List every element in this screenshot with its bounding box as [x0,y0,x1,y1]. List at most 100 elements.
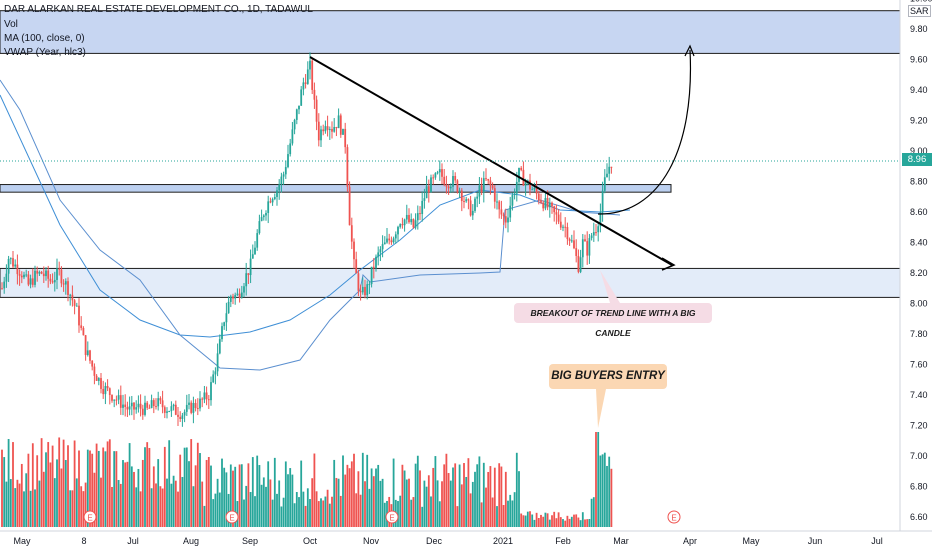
volume-bar [584,519,586,527]
candle-body [117,395,120,400]
volume-bar [31,443,34,527]
volume-bar [199,453,201,527]
candle-body [458,190,461,192]
volume-bar [155,483,157,527]
volume-bar [16,479,19,527]
volume-bar [14,488,17,527]
volume-bar [7,439,10,527]
volume-bar [575,514,578,527]
candle-body [452,175,454,187]
volume-bar [485,487,487,527]
volume-bar [251,457,254,527]
volume-bar [588,518,591,527]
zone-0 [0,10,901,54]
candle-body [273,196,276,200]
volume-bar [249,492,252,527]
time-tick-label: Jun [808,536,823,546]
candle-body [141,408,144,415]
volume-bar [207,456,210,527]
vwap-line [0,79,621,371]
candle-body [289,143,292,155]
candle-body [463,201,465,203]
candle-body [467,199,470,201]
volume-bar [298,497,300,527]
candle-body [36,270,39,274]
candle-body [5,273,8,282]
volume-bar [137,468,140,527]
candle-body [588,238,591,256]
volume-bar [397,501,399,527]
volume-bar [141,459,144,527]
candle-body [196,407,199,409]
volume-bar [5,481,8,527]
candle-body [427,186,430,193]
candle-body [361,286,364,293]
candle-body [137,403,140,408]
volume-bar [47,442,50,527]
volume-bar [42,471,45,527]
volume-bar [115,451,118,527]
candle-body [548,202,551,208]
candle-body [93,366,96,376]
candle-body [357,273,360,291]
volume-bar [381,478,384,527]
volume-bar [456,506,459,527]
candle-body [379,249,382,253]
breakout-pointer [600,270,620,303]
candle-body [399,224,402,227]
candle-body [599,212,602,227]
volume-bar [117,480,120,527]
candle-body [487,179,490,181]
price-tick-label: 10.00 [910,0,932,4]
volume-bar [317,501,320,527]
candle-body [425,186,428,199]
volume-bar [337,478,340,527]
volume-bar [546,513,549,527]
volume-bar [221,458,223,527]
candle-body [577,255,580,272]
volume-bar [227,493,230,527]
indicator-vwap[interactable]: VWAP (Year, hlc3) [4,47,86,58]
candle-body [438,169,441,173]
volume-bar [529,511,531,527]
volume-bar [610,468,613,527]
candle-body [157,398,160,407]
time-tick-label: May [13,536,31,546]
candle-body [45,270,47,277]
candle-body [326,126,329,130]
volume-bar [58,437,61,527]
candle-body [97,378,100,381]
volume-bar [342,455,344,527]
indicator-vol[interactable]: Vol [4,19,18,30]
candle-body [119,395,122,408]
volume-bar [181,476,184,527]
price-tick-label: 9.20 [910,116,928,126]
volume-bar [436,480,439,527]
candle-body [152,400,155,407]
candle-body [535,188,538,194]
volume-bar [515,452,518,527]
candle-body [179,416,182,420]
candle-body [524,181,527,186]
candle-body [447,186,450,189]
indicator-ma[interactable]: MA (100, close, 0) [4,33,85,44]
candle-body [522,169,525,186]
volume-bar [586,519,589,527]
volume-bar [502,505,505,527]
volume-bar [573,514,575,527]
volume-bar [518,471,520,527]
candle-body [67,281,69,296]
volume-bar [421,506,424,527]
candle-body [348,186,351,226]
volume-bar [465,476,468,527]
currency-label[interactable]: SAR [908,5,931,17]
volume-bar [405,479,408,527]
candle-body [293,119,296,130]
time-tick-label: May [742,536,760,546]
volume-bar [287,474,289,527]
candle-body [408,214,410,223]
volume-bar [562,519,564,527]
candle-body [71,294,74,301]
candle-body [86,350,89,355]
